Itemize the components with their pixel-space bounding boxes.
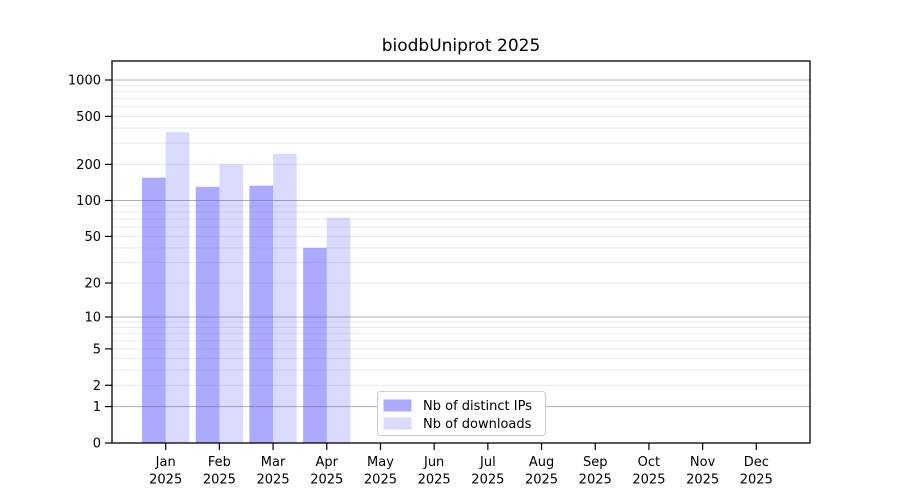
x-tick-label-year: 2025 (149, 473, 182, 488)
bar-downloads (326, 217, 351, 443)
y-tick-label: 10 (84, 311, 101, 326)
x-tick-label-month: Nov (690, 455, 716, 470)
y-tick-label: 200 (76, 158, 101, 173)
y-tick-label: 500 (76, 110, 101, 125)
bar-distinct-ips (142, 177, 166, 443)
x-tick-label-year: 2025 (632, 473, 665, 488)
y-tick-label: 5 (93, 342, 101, 357)
x-tick-label-year: 2025 (257, 473, 290, 488)
legend-label-distinct-ips: Nb of distinct IPs (423, 399, 532, 414)
y-tick-label: 2 (93, 379, 101, 394)
legend-swatch-downloads (383, 417, 412, 430)
x-tick-label-month: Jul (479, 455, 496, 470)
x-tick-label-month: Sep (583, 455, 608, 470)
plot-frame (111, 60, 811, 444)
bar-distinct-ips (195, 186, 220, 443)
x-tick-label-year: 2025 (471, 473, 504, 488)
x-tick-label-year: 2025 (579, 473, 612, 488)
x-tick-label-year: 2025 (310, 473, 343, 488)
y-tick-label: 1000 (68, 74, 101, 89)
y-tick-label: 100 (76, 194, 101, 209)
bar-downloads (165, 132, 190, 443)
x-tick-label-year: 2025 (525, 473, 558, 488)
x-tick-label-month: Mar (261, 455, 286, 470)
y-tick-label: 50 (84, 230, 101, 245)
bar-distinct-ips (249, 185, 274, 443)
legend: Nb of distinct IPs Nb of downloads (377, 391, 546, 436)
x-tick-label-month: Oct (638, 455, 660, 470)
y-tick-label: 1 (93, 400, 101, 415)
y-tick-label: 0 (93, 437, 101, 452)
x-tick-label-year: 2025 (418, 473, 451, 488)
bar-downloads (273, 153, 297, 443)
legend-box (377, 391, 546, 436)
x-axis-ticks: Jan 2025 Feb 2025 Mar 2025 Apr 2025 May 2025 Jun 20… (149, 443, 773, 488)
x-tick-label-month: Jan (155, 455, 176, 470)
x-tick-label-year: 2025 (203, 473, 236, 488)
x-tick-label-year: 2025 (740, 473, 773, 488)
plot-border (111, 60, 811, 444)
x-tick-label-year: 2025 (364, 473, 397, 488)
x-tick-label-month: Dec (744, 455, 769, 470)
bars-layer (142, 132, 351, 444)
x-tick-label-month: Jun (423, 455, 444, 470)
x-tick-label-month: Apr (316, 455, 339, 470)
x-tick-label-month: Feb (208, 455, 231, 470)
x-tick-label-month: Aug (529, 455, 554, 470)
x-tick-label-month: May (367, 455, 394, 470)
y-tick-label: 20 (84, 277, 101, 292)
x-tick-label-year: 2025 (686, 473, 719, 488)
bar-downloads (219, 164, 244, 444)
chart-title: biodbUniprot 2025 (382, 36, 541, 56)
legend-swatch-distinct-ips (383, 399, 412, 412)
bar-distinct-ips (303, 247, 327, 443)
legend-label-downloads: Nb of downloads (423, 417, 532, 432)
